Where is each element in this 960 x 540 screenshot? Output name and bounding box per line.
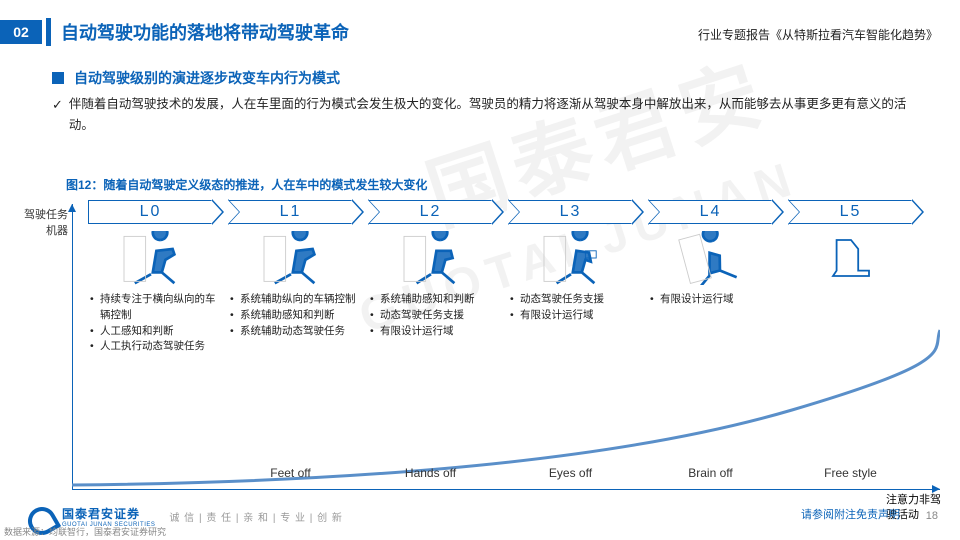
stage-label: Feet off xyxy=(228,466,353,480)
level-description: 系统辅助纵向的车辆控制系统辅助感知和判断系统辅助动态驾驶任务 xyxy=(230,292,365,339)
report-source: 行业专题报告《从特斯拉看汽车智能化趋势》 xyxy=(698,26,938,43)
level-chevron: L2 xyxy=(368,200,493,224)
subtitle: 自动驾驶级别的演进逐步改变车内行为模式 xyxy=(74,68,340,88)
y-axis xyxy=(72,204,73,490)
x-axis: 注意力非驾驶活动 xyxy=(72,489,940,490)
subtitle-block: 自动驾驶级别的演进逐步改变车内行为模式 ✓ 伴随着自动驾驶技术的发展，人在车里面… xyxy=(52,68,930,137)
driver-posture-icon xyxy=(788,230,913,286)
driver-posture-icon xyxy=(88,230,213,286)
level-chevron: L0 xyxy=(88,200,213,224)
level-chevron: L3 xyxy=(508,200,633,224)
disclaimer: 请参阅附注免责声明 xyxy=(801,506,900,522)
level-chevron: L1 xyxy=(228,200,353,224)
level-description: 持续专注于横向纵向的车辆控制人工感知和判断人工执行动态驾驶任务 xyxy=(90,292,225,355)
check-icon: ✓ xyxy=(52,94,63,116)
driver-posture-icon xyxy=(368,230,493,286)
title-accent-bar xyxy=(46,18,51,46)
level-description: 有限设计运行域 xyxy=(650,292,785,308)
stage-label: Hands off xyxy=(368,466,493,480)
stage-label: Eyes off xyxy=(508,466,633,480)
stage-label: Free style xyxy=(788,466,913,480)
company-values: 诚 信 | 责 任 | 亲 和 | 专 业 | 创 新 xyxy=(169,509,343,524)
stage-label: Brain off xyxy=(648,466,773,480)
square-bullet-icon xyxy=(52,72,64,84)
driver-posture-icon xyxy=(508,230,633,286)
data-source: 数据来源：均联智行，国泰君安证券研究 xyxy=(4,525,166,538)
logo-icon xyxy=(28,507,56,527)
page-number: 18 xyxy=(926,510,938,522)
driver-posture-icon xyxy=(228,230,353,286)
level-chevron: L5 xyxy=(788,200,913,224)
y-axis-label: 驾驶任务机器 xyxy=(20,206,68,238)
chart-area: 驾驶任务机器 注意力非驾驶活动 L0 持续专注于横向纵向的车辆控制人工感知和判断人… xyxy=(20,196,940,496)
driver-posture-icon xyxy=(648,230,773,286)
level-description: 动态驾驶任务支援有限设计运行域 xyxy=(510,292,645,324)
slide-number: 02 xyxy=(0,20,42,44)
logo-text-cn: 国泰君安证券 xyxy=(62,505,155,522)
level-description: 系统辅助感知和判断动态驾驶任务支援有限设计运行域 xyxy=(370,292,505,339)
figure-caption: 图12：随着自动驾驶定义级态的推进，人在车中的模式发生较大变化 xyxy=(66,176,427,193)
page-title: 自动驾驶功能的落地将带动驾驶革命 xyxy=(61,19,349,45)
level-chevron: L4 xyxy=(648,200,773,224)
title-bar: 自动驾驶功能的落地将带动驾驶革命 xyxy=(46,18,349,46)
body-text: 伴随着自动驾驶技术的发展，人在车里面的行为模式会发生极大的变化。驾驶员的精力将逐… xyxy=(69,94,930,137)
